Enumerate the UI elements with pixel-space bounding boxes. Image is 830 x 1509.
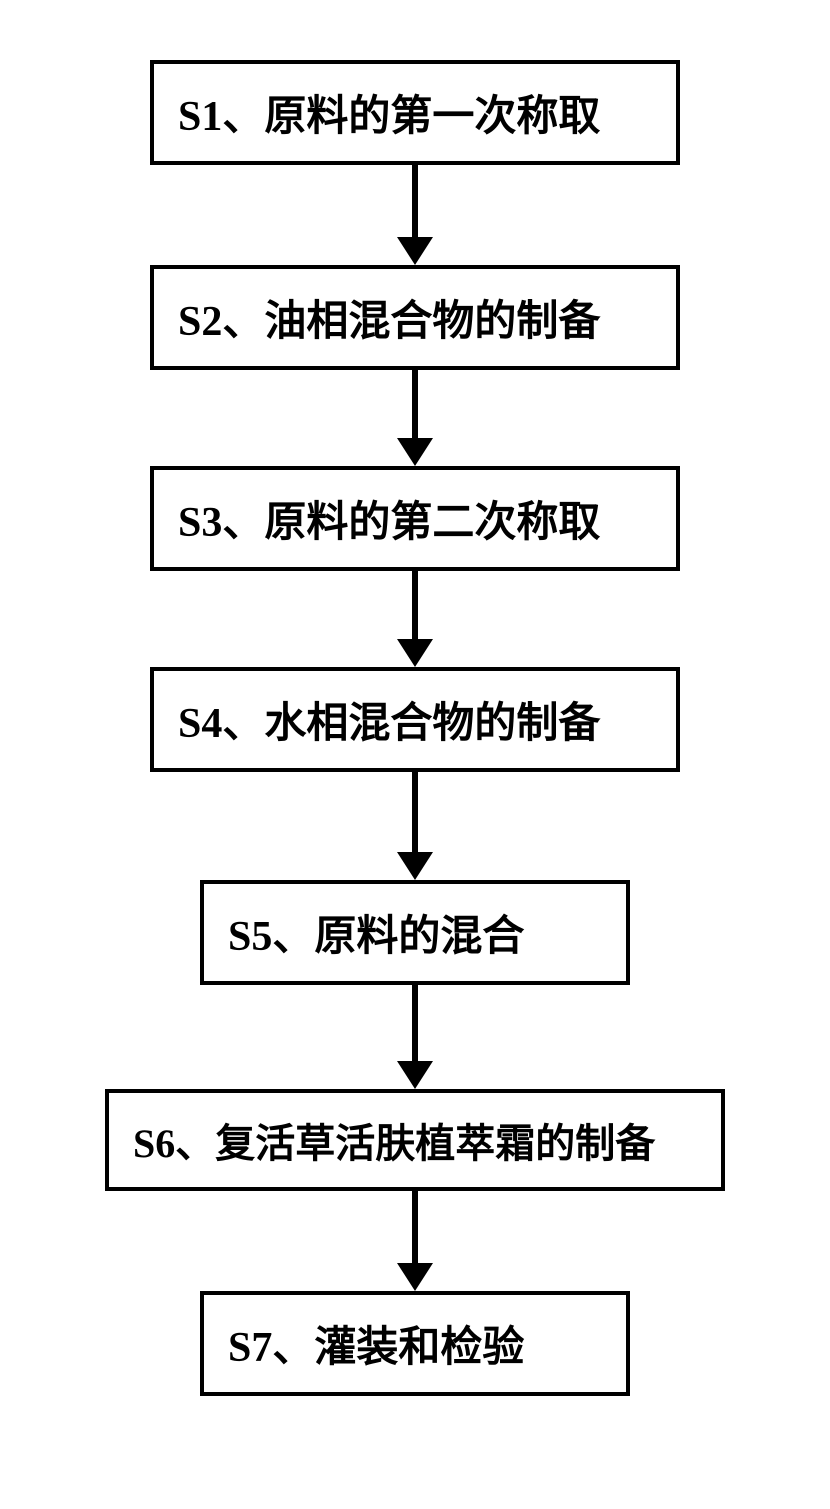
step-box-s3: S3、原料的第二次称取 [150, 466, 680, 571]
step-label: S2、油相混合物的制备 [178, 287, 600, 348]
step-box-s4: S4、水相混合物的制备 [150, 667, 680, 772]
step-label: S1、原料的第一次称取 [178, 82, 600, 143]
step-box-s1: S1、原料的第一次称取 [150, 60, 680, 165]
arrow-s3-s4 [397, 571, 433, 667]
step-label: S7、灌装和检验 [228, 1313, 524, 1374]
step-label: S5、原料的混合 [228, 902, 524, 963]
arrow-head-icon [397, 1263, 433, 1291]
arrow-line [412, 985, 418, 1061]
step-label: S3、原料的第二次称取 [178, 488, 600, 549]
flowchart-container: S1、原料的第一次称取 S2、油相混合物的制备 S3、原料的第二次称取 S4、水… [105, 60, 725, 1396]
arrow-line [412, 165, 418, 237]
step-box-s5: S5、原料的混合 [200, 880, 630, 985]
arrow-s1-s2 [397, 165, 433, 265]
arrow-head-icon [397, 438, 433, 466]
arrow-line [412, 370, 418, 438]
arrow-head-icon [397, 852, 433, 880]
arrow-s6-s7 [397, 1191, 433, 1291]
arrow-s5-s6 [397, 985, 433, 1089]
step-box-s6: S6、复活草活肤植萃霜的制备 [105, 1089, 725, 1191]
step-label: S4、水相混合物的制备 [178, 689, 600, 750]
step-box-s7: S7、灌装和检验 [200, 1291, 630, 1396]
arrow-line [412, 571, 418, 639]
arrow-s4-s5 [397, 772, 433, 880]
arrow-head-icon [397, 237, 433, 265]
arrow-line [412, 772, 418, 852]
arrow-head-icon [397, 1061, 433, 1089]
step-box-s2: S2、油相混合物的制备 [150, 265, 680, 370]
step-label: S6、复活草活肤植萃霜的制备 [133, 1111, 655, 1169]
arrow-s2-s3 [397, 370, 433, 466]
arrow-head-icon [397, 639, 433, 667]
arrow-line [412, 1191, 418, 1263]
